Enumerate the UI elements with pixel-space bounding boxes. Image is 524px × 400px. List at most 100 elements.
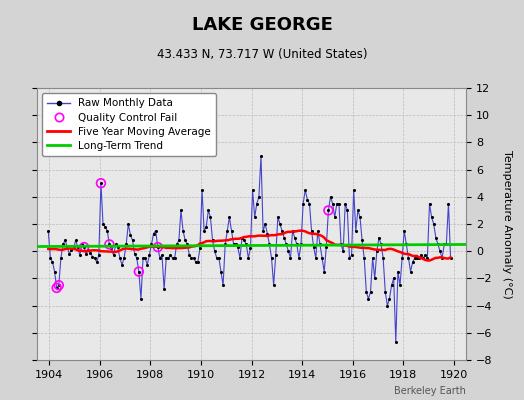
Point (434, 241, 442, 248)
Point (61, 237, 69, 244)
Point (196, 245, 204, 252)
Point (446, 255, 455, 261)
Point (442, 241, 451, 248)
Point (206, 214, 215, 220)
Point (198, 187, 206, 193)
Point (280, 234, 288, 241)
Text: Berkeley Earth: Berkeley Earth (395, 386, 466, 396)
Point (257, 153, 265, 159)
Point (46, 255, 54, 261)
Point (286, 255, 294, 261)
Point (430, 221, 438, 227)
Point (322, 244, 331, 250)
Point (223, 228, 232, 234)
Point (75, 252, 84, 258)
Point (181, 237, 189, 244)
Point (65, 251, 73, 257)
Point (101, 224, 110, 230)
Point (379, 255, 387, 261)
Point (303, 196, 312, 203)
Point (343, 207, 352, 214)
Point (67, 247, 75, 253)
Point (406, 268, 414, 275)
Point (404, 255, 412, 261)
Point (73, 244, 82, 250)
Point (255, 194, 263, 200)
Point (333, 200, 341, 207)
Point (267, 255, 276, 261)
Point (137, 296, 145, 302)
Point (141, 255, 149, 261)
Point (120, 255, 128, 261)
Point (80, 244, 88, 250)
Point (105, 241, 114, 248)
Point (215, 255, 223, 261)
Point (253, 200, 261, 207)
Point (259, 228, 267, 234)
Point (415, 255, 423, 261)
Point (292, 241, 301, 248)
Point (151, 228, 160, 234)
Point (269, 282, 278, 288)
Point (185, 252, 193, 258)
Point (324, 207, 333, 214)
Point (156, 255, 164, 261)
Point (373, 248, 381, 254)
Point (345, 255, 354, 261)
Point (189, 255, 198, 261)
Point (97, 180, 105, 186)
Point (263, 230, 271, 237)
Point (402, 241, 410, 248)
Point (202, 224, 211, 230)
Point (290, 234, 299, 241)
Point (227, 228, 236, 234)
Point (143, 262, 151, 268)
Point (385, 296, 394, 302)
Point (366, 289, 375, 295)
Point (200, 228, 209, 234)
Point (177, 207, 185, 214)
Point (89, 254, 97, 260)
Point (288, 228, 297, 234)
Point (396, 282, 404, 288)
Point (389, 275, 398, 282)
Point (103, 228, 112, 234)
Point (118, 262, 126, 268)
Point (301, 187, 310, 193)
Point (320, 268, 329, 275)
Point (187, 255, 195, 261)
Point (362, 289, 370, 295)
Point (246, 245, 255, 252)
Point (44, 228, 52, 234)
Point (234, 244, 242, 250)
Point (352, 228, 360, 234)
Point (54, 282, 63, 288)
Point (84, 247, 92, 253)
Point (337, 241, 345, 248)
Point (377, 241, 385, 248)
Point (324, 207, 333, 214)
Point (162, 255, 170, 261)
Point (107, 245, 116, 252)
Point (354, 207, 362, 214)
Point (339, 248, 347, 254)
Point (69, 245, 78, 252)
Point (158, 252, 166, 258)
Point (417, 252, 425, 258)
Point (105, 241, 114, 248)
Point (305, 200, 314, 207)
Point (423, 255, 432, 261)
Point (314, 228, 322, 234)
Point (428, 214, 436, 220)
Point (419, 255, 428, 261)
Point (425, 200, 434, 207)
Point (97, 180, 105, 186)
Point (114, 244, 122, 250)
Point (413, 255, 421, 261)
Point (93, 259, 101, 265)
Point (400, 228, 408, 234)
Point (172, 241, 181, 248)
Point (209, 237, 217, 244)
Point (278, 228, 286, 234)
Point (170, 255, 179, 261)
